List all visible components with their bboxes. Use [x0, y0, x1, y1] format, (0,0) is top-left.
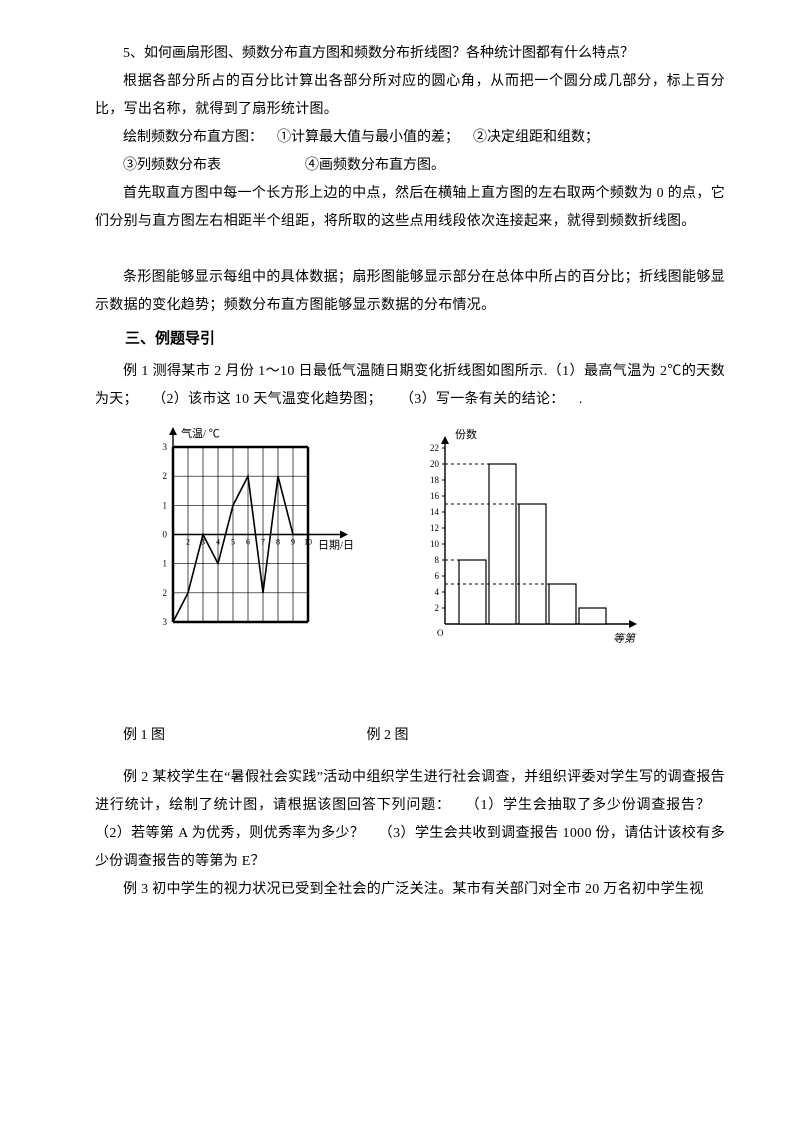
svg-text:份数: 份数 [455, 428, 477, 441]
svg-text:12: 12 [430, 523, 439, 533]
svg-text:O: O [437, 628, 444, 638]
svg-text:8: 8 [276, 538, 280, 547]
svg-text:3: 3 [163, 617, 168, 627]
svg-text:6: 6 [435, 571, 440, 581]
svg-text:16: 16 [430, 491, 440, 501]
paragraph-steps12: 绘制频数分布直方图： ①计算最大值与最小值的差； ②决定组距和组数； [95, 124, 725, 152]
svg-text:2: 2 [163, 471, 168, 481]
section-heading: 三、例题导引 [95, 324, 725, 354]
svg-text:4: 4 [435, 587, 440, 597]
svg-text:5: 5 [231, 538, 235, 547]
caption-2: 例 2 图 [339, 722, 409, 750]
paragraph-steps34: ③列频数分布表 ④画频数分布直方图。 [95, 152, 725, 180]
svg-text:2: 2 [186, 538, 190, 547]
svg-text:0: 0 [163, 530, 168, 540]
svg-text:20: 20 [430, 459, 440, 469]
svg-text:22: 22 [430, 443, 439, 453]
svg-text:2: 2 [163, 588, 168, 598]
example-2-text: 例 2 某校学生在“暑假社会实践”活动中组织学生进行社会调查，并组织评委对学生写… [95, 764, 725, 876]
svg-text:1: 1 [171, 538, 175, 547]
caption-1: 例 1 图 [123, 728, 165, 743]
blank-line [95, 236, 725, 264]
svg-text:气温/ ℃: 气温/ ℃ [181, 426, 220, 440]
chart-example-2: 2 4 6 8 10 12 14 16 18 20 22 份数等第 O [403, 422, 663, 652]
svg-text:1: 1 [163, 559, 168, 569]
svg-text:7: 7 [261, 538, 265, 547]
svg-text:8: 8 [435, 555, 440, 565]
svg-text:3: 3 [163, 442, 168, 452]
svg-text:9: 9 [291, 538, 295, 547]
svg-text:等第: 等第 [613, 632, 637, 645]
chart-example-1: 321012312345678910气温/ ℃日期/日 [123, 422, 373, 652]
paragraph-traits: 条形图能够显示每组中的具体数据；扇形图能够显示部分在总体中所占的百分比；折线图能… [95, 264, 725, 320]
paragraph-ans1: 根据各部分所占的百分比计算出各部分所对应的圆心角，从而把一个圆分成几部分，标上百… [95, 68, 725, 124]
example-1-text: 例 1 测得某市 2 月份 1～10 日最低气温随日期变化折线图如图所示.（1）… [95, 358, 725, 414]
svg-text:2: 2 [435, 603, 440, 613]
example-3-text: 例 3 初中学生的视力状况已受到全社会的广泛关注。某市有关部门对全市 20 万名… [95, 876, 725, 904]
paragraph-polyline: 首先取直方图中每一个长方形上边的中点，然后在横轴上直方图的左右取两个频数为 0 … [95, 180, 725, 236]
svg-text:1: 1 [163, 500, 168, 510]
svg-text:10: 10 [430, 539, 440, 549]
svg-text:18: 18 [430, 475, 440, 485]
paragraph-q5: 5、如何画扇形图、频数分布直方图和频数分布折线图？各种统计图都有什么特点？ [95, 40, 725, 68]
charts-row: 321012312345678910气温/ ℃日期/日 246810121416… [123, 422, 725, 652]
svg-text:6: 6 [246, 538, 250, 547]
svg-text:4: 4 [216, 538, 220, 547]
svg-text:14: 14 [430, 507, 440, 517]
svg-text:10: 10 [304, 538, 312, 547]
svg-text:日期/日: 日期/日 [318, 539, 354, 552]
page-body: 5、如何画扇形图、频数分布直方图和频数分布折线图？各种统计图都有什么特点？ 根据… [0, 0, 800, 944]
captions-row: 例 1 图 例 2 图 [95, 722, 725, 750]
